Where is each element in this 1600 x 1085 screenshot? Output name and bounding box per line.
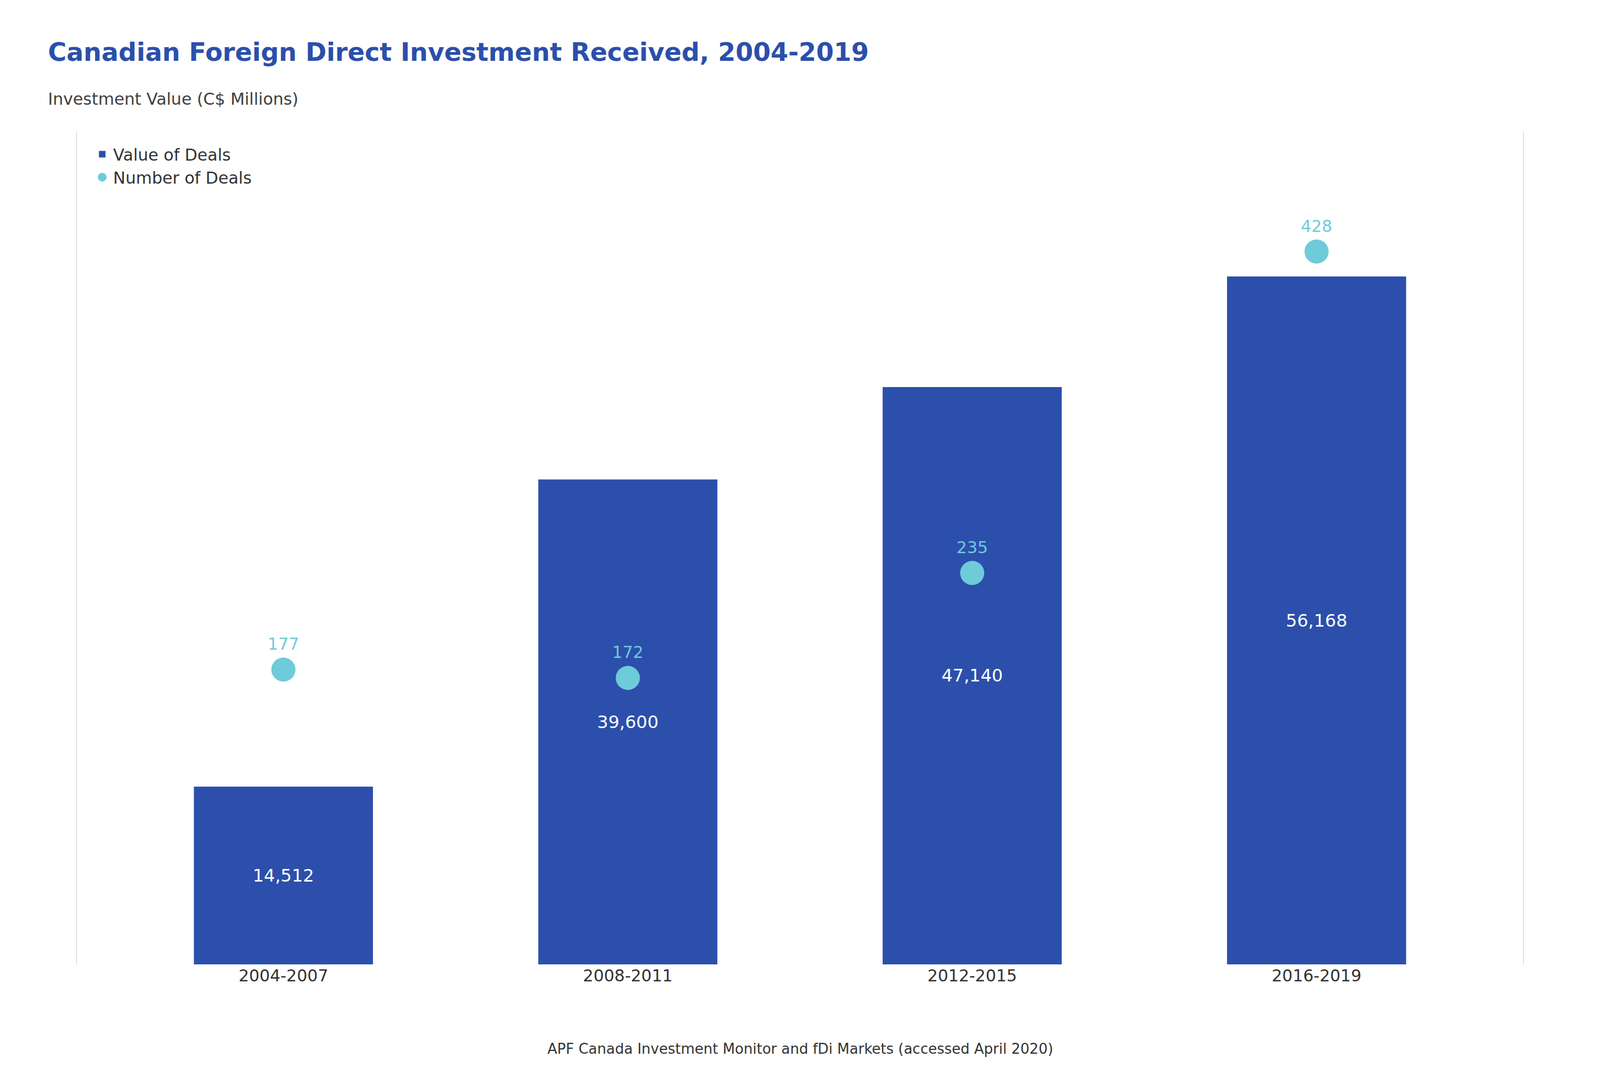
svg-text:39,600: 39,600 [597, 711, 659, 733]
svg-text:235: 235 [956, 538, 988, 558]
svg-text:Investment Value (C$ Millions): Investment Value (C$ Millions) [48, 89, 299, 109]
svg-text:14,512: 14,512 [252, 865, 315, 887]
svg-text:2012-2015: 2012-2015 [927, 966, 1018, 986]
svg-text:177: 177 [267, 634, 299, 654]
svg-text:428: 428 [1301, 216, 1333, 236]
svg-text:APF Canada Investment Monitor: APF Canada Investment Monitor and fDi Ma… [547, 1041, 1054, 1058]
svg-text:47,140: 47,140 [941, 665, 1003, 687]
svg-text:2016-2019: 2016-2019 [1271, 966, 1362, 986]
svg-text:Canadian Foreign Direct Invest: Canadian Foreign Direct Investment Recei… [48, 37, 870, 67]
svg-text:2008-2011: 2008-2011 [583, 966, 674, 986]
svg-text:Value of Deals: Value of Deals [112, 145, 231, 165]
svg-text:Number of Deals: Number of Deals [112, 168, 252, 188]
svg-text:172: 172 [612, 642, 644, 663]
svg-text:56,168: 56,168 [1285, 610, 1348, 632]
svg-text:2004-2007: 2004-2007 [238, 966, 329, 986]
